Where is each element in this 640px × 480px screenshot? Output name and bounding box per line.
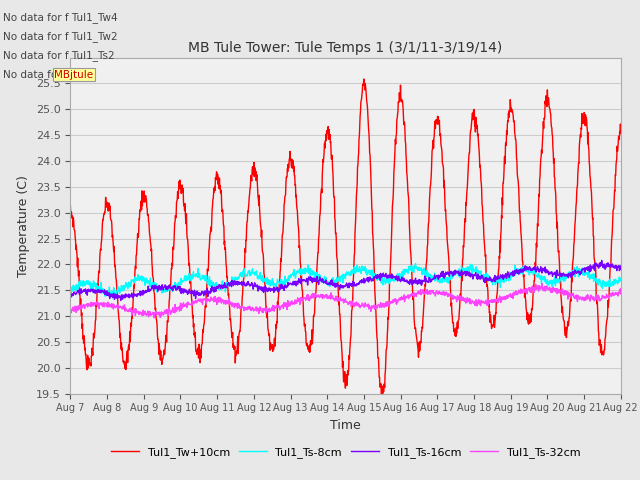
Tul1_Ts-32cm (132, 312, 140, 318)
Tul1_Ts-32cm (538, 280, 546, 286)
Tul1_Ts-16cm (322, 280, 330, 286)
Tul1_Ts-32cm (322, 292, 330, 298)
Tul1_Ts-8cm (617, 276, 625, 281)
Tul1_Tw+10cm (321, 138, 329, 144)
Text: MBjtule: MBjtule (54, 70, 93, 80)
Tul1_Ts-8cm (322, 278, 330, 284)
Y-axis label: Temperature (C): Temperature (C) (17, 175, 30, 276)
X-axis label: Time: Time (330, 419, 361, 432)
Tul1_Tw+10cm (67, 203, 74, 209)
Tul1_Ts-32cm (380, 304, 388, 310)
Tul1_Tw+10cm (381, 381, 388, 387)
Tul1_Ts-16cm (117, 298, 125, 303)
Tul1_Ts-16cm (312, 277, 319, 283)
Tul1_Ts-32cm (109, 301, 117, 307)
Line: Tul1_Ts-16cm: Tul1_Ts-16cm (70, 261, 621, 300)
Legend: Tul1_Tw+10cm, Tul1_Ts-8cm, Tul1_Ts-16cm, Tul1_Ts-32cm: Tul1_Tw+10cm, Tul1_Ts-8cm, Tul1_Ts-16cm,… (106, 442, 585, 462)
Tul1_Ts-16cm (132, 293, 140, 299)
Tul1_Ts-32cm (300, 296, 308, 301)
Tul1_Ts-8cm (109, 295, 116, 301)
Line: Tul1_Tw+10cm: Tul1_Tw+10cm (70, 79, 621, 401)
Tul1_Tw+10cm (109, 237, 117, 243)
Tul1_Ts-16cm (300, 278, 308, 284)
Text: No data for f Tul1_Tw4: No data for f Tul1_Tw4 (3, 12, 118, 23)
Tul1_Ts-32cm (617, 286, 625, 291)
Tul1_Ts-16cm (109, 295, 117, 300)
Tul1_Ts-32cm (67, 306, 74, 312)
Tul1_Ts-8cm (380, 276, 388, 281)
Tul1_Ts-8cm (312, 273, 319, 278)
Tul1_Ts-8cm (300, 265, 308, 271)
Tul1_Ts-32cm (312, 294, 319, 300)
Tul1_Tw+10cm (360, 76, 367, 82)
Tul1_Ts-8cm (412, 261, 419, 266)
Title: MB Tule Tower: Tule Temps 1 (3/1/11-3/19/14): MB Tule Tower: Tule Temps 1 (3/1/11-3/19… (188, 41, 503, 55)
Tul1_Ts-16cm (598, 258, 605, 264)
Tul1_Ts-16cm (380, 272, 388, 278)
Tul1_Tw+10cm (300, 315, 308, 321)
Tul1_Ts-16cm (617, 266, 625, 272)
Line: Tul1_Ts-32cm: Tul1_Ts-32cm (70, 283, 621, 318)
Tul1_Ts-8cm (67, 287, 74, 293)
Text: No data for f: No data for f (3, 70, 72, 80)
Tul1_Ts-16cm (67, 290, 74, 296)
Tul1_Tw+10cm (312, 293, 319, 299)
Tul1_Tw+10cm (378, 398, 385, 404)
Line: Tul1_Ts-8cm: Tul1_Ts-8cm (70, 264, 621, 298)
Tul1_Tw+10cm (617, 131, 625, 136)
Tul1_Ts-8cm (132, 277, 140, 283)
Tul1_Ts-32cm (150, 315, 158, 321)
Text: No data for f Tul1_Ts2: No data for f Tul1_Ts2 (3, 50, 115, 61)
Tul1_Ts-8cm (109, 288, 117, 294)
Text: No data for f Tul1_Tw2: No data for f Tul1_Tw2 (3, 31, 118, 42)
Tul1_Tw+10cm (132, 263, 140, 269)
